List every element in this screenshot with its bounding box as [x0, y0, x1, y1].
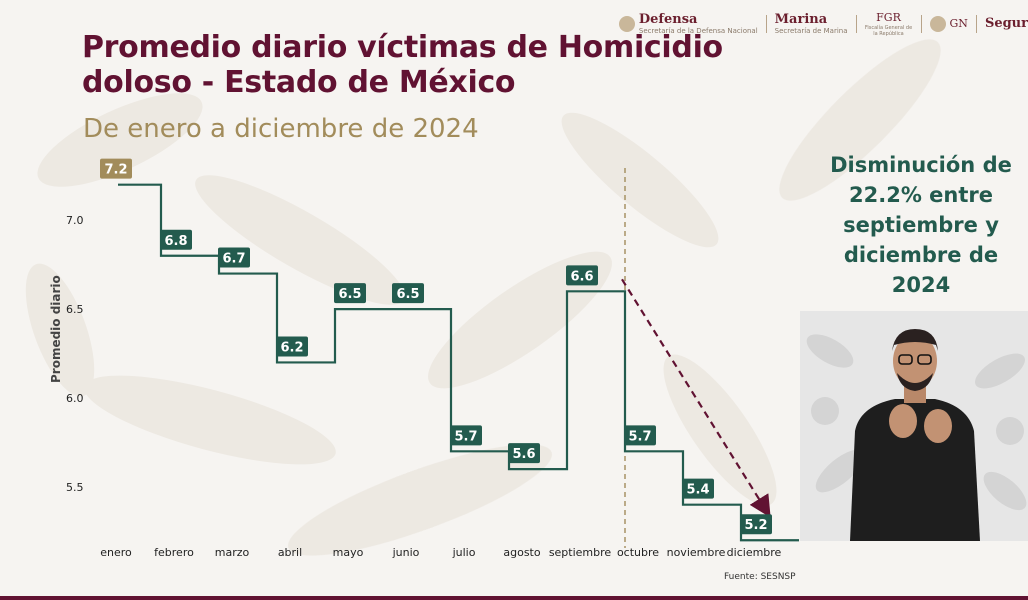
chart-title: Promedio diario víctimas de Homicidio do…	[82, 30, 723, 100]
trend-arrow	[621, 278, 771, 518]
data-label-text: 6.6	[570, 269, 593, 284]
x-axis: enero febrero marzo abril mayo junio julio agos…	[100, 546, 781, 559]
trend-arrow-layer	[621, 278, 771, 518]
data-label-text: 6.2	[280, 340, 303, 355]
x-tick-label: julio	[452, 546, 476, 559]
defensa-emblem-icon	[618, 15, 635, 32]
data-label-text: 5.7	[454, 429, 477, 444]
y-tick-label: 7.0	[66, 214, 84, 227]
data-label: 6.5	[334, 283, 366, 304]
data-label-box	[160, 229, 192, 250]
y-tick-label: 6.5	[66, 303, 84, 316]
data-label: 6.2	[276, 336, 308, 357]
data-label-box	[566, 265, 598, 286]
x-tick-label: febrero	[154, 546, 194, 559]
y-axis-label: Promedio diario	[49, 275, 63, 383]
series-step-line	[118, 183, 799, 542]
x-tick-label: junio	[392, 546, 420, 559]
data-label-layer: 7.2 6.8 6.7 6.2 6.5 6.5 5.7 5.6 6.6 5.7 5.4 5.2	[100, 158, 772, 535]
series-layer	[118, 183, 799, 542]
x-tick-label: octubre	[617, 546, 659, 559]
data-label-box	[682, 478, 714, 499]
x-tick-label: marzo	[215, 546, 250, 559]
data-label-box	[508, 443, 540, 464]
logo-fgr-name: FGR	[876, 11, 901, 24]
sign-language-interpreter-video	[800, 311, 1028, 541]
interpreter-image	[800, 311, 1028, 541]
x-tick-label: septiembre	[549, 546, 612, 559]
data-label-box	[218, 247, 250, 268]
data-label-box	[334, 283, 366, 304]
x-tick-label: mayo	[333, 546, 364, 559]
data-label: 6.6	[566, 265, 598, 286]
chart-subtitle: De enero a diciembre de 2024	[83, 114, 479, 144]
logo-marina-sub: Secretaría de Marina	[774, 27, 848, 35]
logo-marina: Marina Secretaría de Marina	[775, 12, 848, 35]
data-label: 6.8	[160, 229, 192, 250]
data-label-box	[624, 425, 656, 446]
data-label: 6.7	[218, 247, 250, 268]
data-label: 7.2	[100, 158, 132, 179]
data-label-box	[276, 336, 308, 357]
data-label-text: 5.7	[628, 429, 651, 444]
logo-divider	[975, 14, 977, 33]
data-label: 5.7	[450, 425, 482, 446]
data-label-text: 5.2	[744, 518, 767, 533]
data-label-box	[392, 283, 424, 304]
data-label-text: 5.6	[512, 447, 535, 462]
data-label: 5.2	[740, 514, 772, 535]
logo-defensa-sub: Secretaría de la Defensa Nacional	[638, 27, 758, 35]
x-tick-label: enero	[100, 546, 132, 559]
logo-fgr-sub: Fiscalía General de la República	[864, 25, 913, 37]
logo-divider	[765, 14, 767, 33]
data-label: 5.4	[682, 478, 714, 499]
data-label-box	[450, 425, 482, 446]
logo-gn: GN	[929, 15, 968, 32]
data-label-text: 6.5	[338, 287, 361, 302]
logo-marina-name: Marina	[774, 12, 828, 27]
y-tick-label: 6.0	[66, 392, 84, 405]
data-label: 5.7	[624, 425, 656, 446]
data-label-box	[740, 514, 772, 535]
bottom-rule	[0, 596, 1028, 600]
x-tick-label: agosto	[503, 546, 540, 559]
logo-seguridad-name: Segur	[984, 16, 1028, 31]
data-label-text: 7.2	[104, 163, 127, 178]
y-axis: 5.5 6.0 6.5 7.0 Promedio diario	[49, 214, 84, 494]
decrease-note: Disminución de 22.2% entre septiembre y …	[830, 153, 1012, 297]
data-label-text: 6.5	[396, 287, 419, 302]
logo-divider	[920, 14, 922, 33]
logo-gn-name: GN	[949, 17, 968, 30]
data-label-text: 6.8	[164, 234, 187, 249]
data-label-box	[100, 158, 132, 179]
logo-defensa-name: Defensa	[638, 12, 698, 27]
logo-fgr: FGR Fiscalía General de la República	[865, 10, 913, 37]
institution-logos: Defensa Secretaría de la Defensa Naciona…	[618, 10, 1028, 37]
source-note: Fuente: SESNSP	[724, 572, 796, 582]
logo-seguridad: Segur	[985, 16, 1028, 31]
data-label-text: 5.4	[686, 483, 709, 498]
logo-defensa: Defensa Secretaría de la Defensa Naciona…	[618, 12, 758, 35]
data-label-text: 6.7	[222, 252, 245, 267]
x-tick-label: diciembre	[727, 546, 782, 559]
logo-divider	[855, 14, 857, 33]
y-tick-label: 5.5	[66, 481, 84, 494]
data-label: 6.5	[392, 283, 424, 304]
x-tick-label: abril	[278, 546, 302, 559]
x-tick-label: noviembre	[667, 546, 726, 559]
step-line-chart: 5.5 6.0 6.5 7.0 Promedio diario 7.2 6.8 6.7 6.2…	[49, 158, 799, 559]
gn-emblem-icon	[929, 15, 946, 32]
data-label: 5.6	[508, 443, 540, 464]
